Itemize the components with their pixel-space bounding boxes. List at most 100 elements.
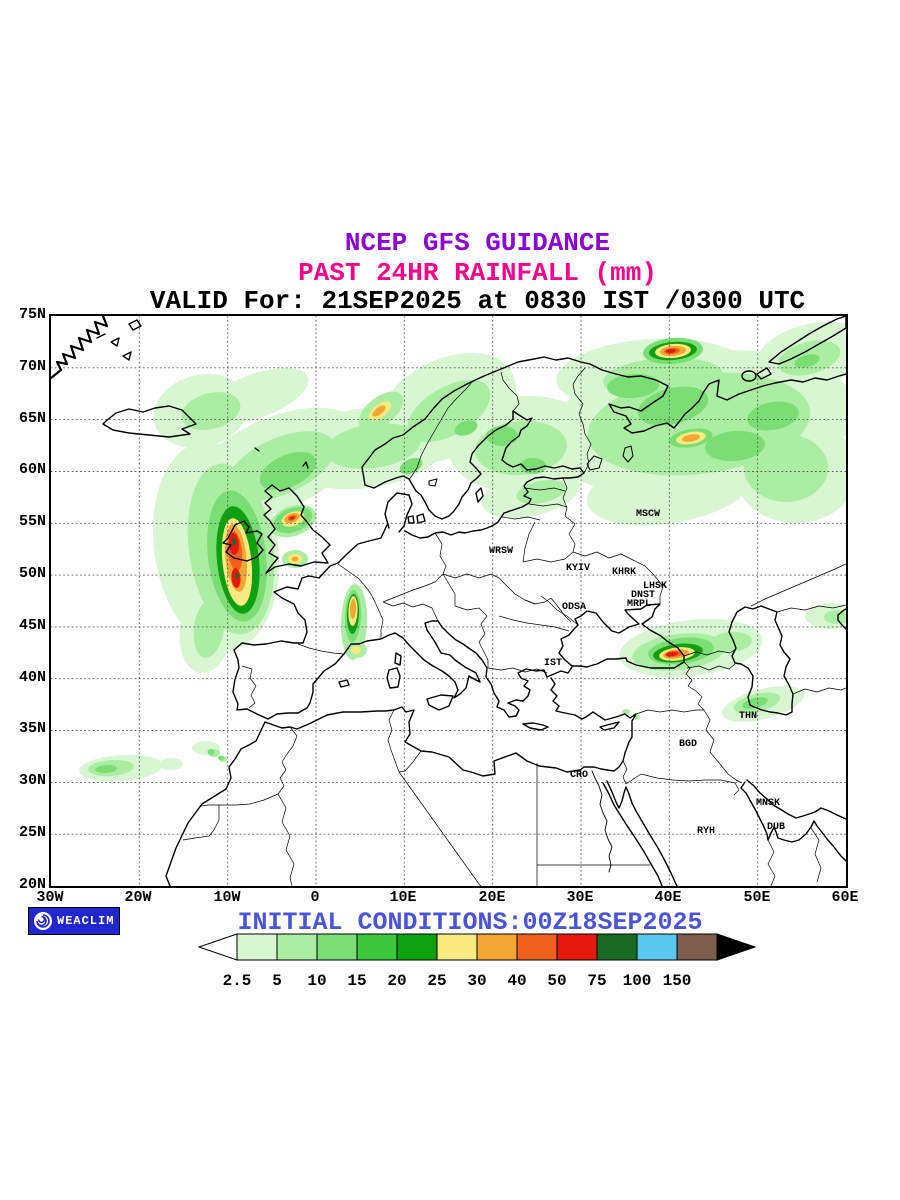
page-title: NCEP GFS GUIDANCE [344,228,611,258]
lat-label-60n: 60N [18,461,46,478]
coastline-iceland [102,405,197,438]
lat-label-20n: 20N [18,876,46,893]
colorbar-swatch-20 [396,933,438,961]
coastline-adriatic-greece-marmara [437,620,573,718]
coastline-kolguyev [741,370,757,382]
colorbar-label-25: 25 [427,972,446,990]
city-label-mscw: MSCW [636,509,660,520]
lon-label-20e: 20E [478,889,506,906]
city-label-dnst: DNST [631,590,655,601]
lon-label-10w: 10W [213,889,241,906]
colorbar-swatch-2.5 [236,933,278,961]
lon-label-50e: 50E [743,889,771,906]
lon-label-40e: 40E [654,889,682,906]
city-label-ryh: RYH [697,826,715,837]
coastline-sardinia [386,667,401,689]
lat-label-35n: 35N [18,720,46,737]
colorbar-over-arrow [716,933,757,961]
coastline-sinai-arabia-west [606,780,678,886]
coastline-faroe-shetland [254,447,309,469]
lat-label-70n: 70N [18,358,46,375]
city-label-khrk: KHRK [612,567,636,578]
coastline-caspian-sea [728,605,794,716]
colorbar-label-20: 20 [387,972,406,990]
city-label-kyiv: KYIV [566,563,590,574]
river-nile [591,770,613,873]
weaclim-spiral-icon [34,912,52,930]
lake-ladoga [586,455,603,471]
city-label-bgd: BGD [679,739,697,750]
coastline-cyprus [599,721,620,731]
lat-label-55n: 55N [18,513,46,530]
colorbar-swatch-50 [556,933,598,961]
city-label-thn: THN [739,711,757,722]
lake-vanern [428,478,438,487]
colorbar-swatch-40 [516,933,558,961]
colorbar-label-10: 10 [307,972,326,990]
coastline-black-sea [558,603,685,669]
lon-label-30e: 30E [566,889,594,906]
coastline-denmark [384,492,426,533]
coastline-corsica [394,652,402,666]
colorbar-swatch-25 [436,933,478,961]
city-label-mrpl: MRPL [627,599,651,610]
lat-label-40n: 40N [18,669,46,686]
lake-onega [622,445,634,463]
city-label-dub: DUB [767,822,785,833]
weaclim-logo: WEACLIM [28,907,120,935]
coastline-great-britain [263,484,331,574]
coastline-novaya-zemlya [756,316,846,380]
city-label-wrsw: WRSW [489,546,513,557]
colorbar-label-40: 40 [507,972,526,990]
colorbar-label-150: 150 [663,972,692,990]
coastline-greenland-islets [96,319,142,361]
colorbar-label-100: 100 [623,972,652,990]
city-label-cro: CRO [570,770,588,781]
coastline-persian-gulf-south [740,781,846,862]
page-subtitle: PAST 24HR RAINFALL (mm) [298,258,657,288]
valid-time-line: VALID For: 21SEP2025 at 0830 IST /0300 U… [149,286,806,316]
coastline-turkey-levant-northafrica [165,677,637,886]
colorbar-swatch-15 [356,933,398,961]
rainfall-colorbar: 2.5 5 10 15 20 25 30 40 50 75 100 150 [197,933,757,990]
coastline-red-sea-west [602,782,663,886]
coastline-western-europe-africa [232,524,481,720]
map-frame: MSCW WRSW KYIV KHRK LHSK DNST MRPL ODSA IST THN BG… [49,314,848,888]
colorbar-label-15: 15 [347,972,366,990]
city-label-ist: IST [544,658,562,669]
lon-label-30w: 30W [36,889,64,906]
coastline-crete [522,722,549,731]
colorbar-swatch-5 [276,933,318,961]
colorbar-swatch-10 [316,933,358,961]
lon-label-10e: 10E [389,889,417,906]
lon-label-60e: 60E [831,889,859,906]
lat-label-65n: 65N [18,410,46,427]
colorbar-label-5: 5 [272,972,282,990]
lat-label-45n: 45N [18,617,46,634]
coastline-norway-kola-whitesea [361,356,846,486]
city-label-mnsk: MNSK [756,798,780,809]
colorbar-label-75: 75 [587,972,606,990]
colorbar-swatch-75 [596,933,638,961]
lon-label-20w: 20W [124,889,152,906]
weaclim-logo-text: WEACLIM [57,914,115,928]
coastline-baltic [364,410,585,539]
coastline-greenland [51,316,109,380]
initial-conditions-text: INITIAL CONDITIONS:00Z18SEP2025 [237,908,703,937]
coastlines [51,316,846,886]
colorbar-swatch-100 [636,933,678,961]
colorbar-label-50: 50 [547,972,566,990]
country-borders [182,367,846,886]
lon-label-0: 0 [310,889,320,906]
coastline-aral-fragment [837,608,846,630]
coastline-persian-gulf-north [746,779,846,820]
coastline-mallorca [338,679,350,688]
colorbar-label-2.5: 2.5 [223,972,252,990]
colorbar-swatch-150 [676,933,718,961]
lat-label-50n: 50N [18,565,46,582]
city-label-odsa: ODSA [562,602,586,613]
colorbar-label-30: 30 [467,972,486,990]
